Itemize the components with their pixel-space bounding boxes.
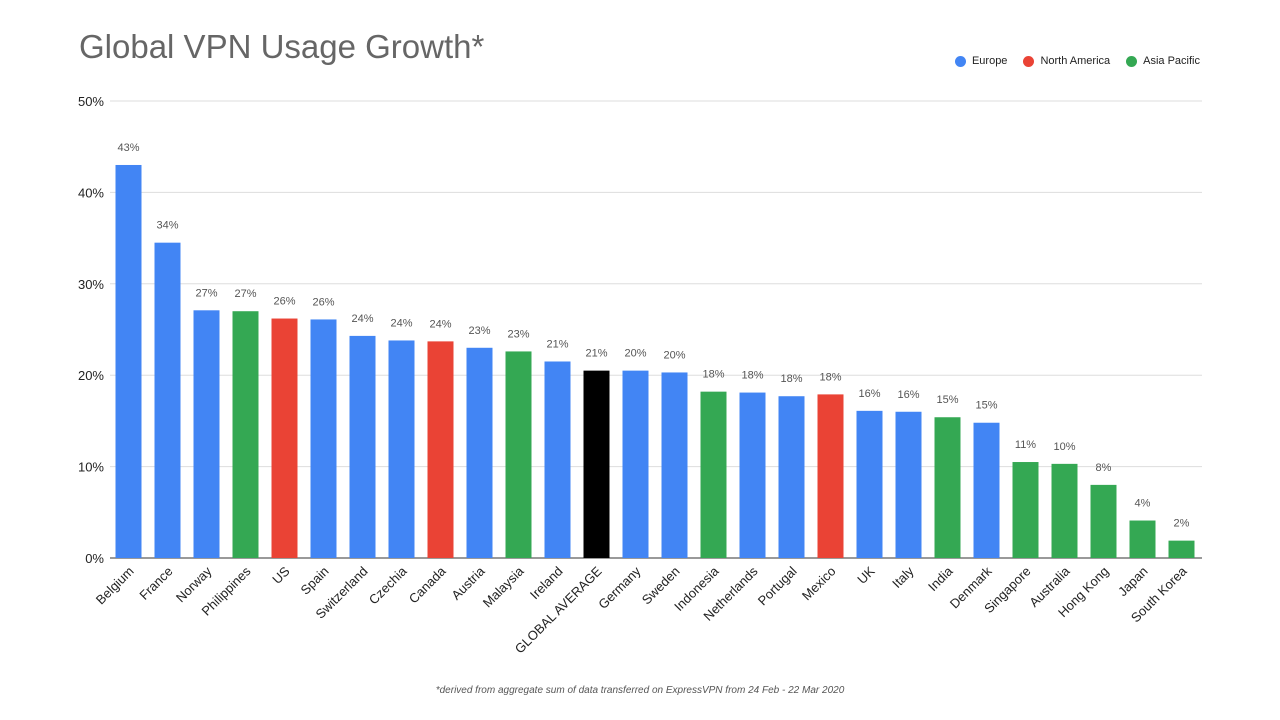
bar	[466, 347, 493, 558]
y-tick-label: 40%	[78, 185, 104, 200]
data-label: 24%	[390, 317, 412, 329]
data-label: 23%	[507, 328, 529, 340]
data-label: 26%	[273, 296, 295, 308]
x-tick-label: France	[136, 564, 175, 603]
data-label: 8%	[1096, 462, 1112, 474]
bar	[271, 318, 298, 558]
x-tick-label: US	[269, 563, 293, 587]
data-label: 18%	[819, 371, 841, 383]
bar	[232, 311, 259, 558]
data-label: 27%	[195, 287, 217, 299]
bar	[310, 319, 337, 558]
y-tick-label: 10%	[78, 460, 104, 475]
bar	[1051, 463, 1078, 558]
bar	[739, 392, 766, 558]
bar	[700, 391, 727, 558]
x-tick-label: Belgium	[93, 564, 137, 608]
x-tick-label: Spain	[298, 564, 332, 598]
bar	[349, 335, 376, 558]
data-label: 20%	[624, 348, 646, 360]
data-label: 21%	[546, 338, 568, 350]
legend-item-europe: Europe	[954, 55, 1008, 67]
bar	[1012, 462, 1039, 558]
data-label: 18%	[741, 370, 763, 382]
data-label: 27%	[234, 288, 256, 300]
data-label: 15%	[975, 400, 997, 412]
data-label: 4%	[1135, 498, 1151, 510]
bar	[427, 341, 454, 558]
bar	[583, 370, 610, 558]
legend-item-asia-pacific: Asia Pacific	[1126, 55, 1200, 67]
bar	[1129, 520, 1156, 558]
data-label: 16%	[858, 388, 880, 400]
data-label: 43%	[117, 142, 139, 154]
data-label: 34%	[156, 220, 178, 232]
legend-label: Europe	[971, 55, 1008, 67]
legend-item-north-america: North America	[1023, 55, 1110, 67]
bar	[154, 242, 181, 559]
footnote: *derived from aggregate sum of data tran…	[435, 685, 845, 696]
x-tick-label: Czechia	[366, 563, 410, 607]
legend: Europe North America Asia Pacific	[954, 55, 1200, 67]
legend-marker	[1023, 55, 1035, 67]
data-label: 10%	[1053, 441, 1075, 453]
bar	[856, 410, 883, 558]
bar	[973, 422, 1000, 558]
y-tick-label: 20%	[78, 368, 104, 383]
data-label: 11%	[1015, 439, 1036, 451]
bar	[934, 417, 961, 558]
bar	[544, 361, 571, 558]
data-label: 24%	[429, 318, 451, 330]
x-tick-label: UK	[854, 563, 878, 587]
x-tick-label: Portugal	[755, 563, 800, 608]
x-tick-label: Germany	[595, 563, 644, 612]
y-tick-label: 0%	[85, 551, 104, 566]
x-tick-label: Canada	[406, 563, 449, 606]
y-tick-label: 50%	[78, 94, 104, 109]
legend-label: Asia Pacific	[1143, 55, 1200, 67]
bar	[895, 411, 922, 558]
bar	[778, 396, 805, 558]
data-label: 26%	[312, 296, 334, 308]
bar	[115, 164, 142, 559]
data-label: 24%	[351, 313, 373, 325]
bar	[817, 394, 844, 558]
x-tick-label: Italy	[889, 563, 917, 591]
y-tick-label: 30%	[78, 277, 104, 292]
bar	[1168, 540, 1195, 558]
data-label: 16%	[897, 389, 919, 401]
bar	[1090, 484, 1117, 558]
bar	[661, 372, 688, 558]
x-tick-label: Japan	[1115, 564, 1151, 600]
legend-label: North America	[1040, 55, 1111, 67]
legend-marker	[954, 55, 966, 67]
x-tick-label: Mexico	[799, 564, 839, 604]
data-label: 15%	[936, 394, 958, 406]
data-label: 20%	[663, 349, 685, 361]
x-tick-label: India	[925, 563, 956, 594]
bar	[388, 340, 415, 558]
bar	[505, 351, 532, 558]
chart-title: Global VPN Usage Growth*	[79, 28, 485, 65]
legend-marker	[1126, 55, 1138, 67]
data-label: 21%	[585, 348, 607, 360]
data-label: 18%	[780, 373, 802, 385]
bar	[622, 370, 649, 558]
data-label: 18%	[702, 369, 724, 381]
bar	[193, 310, 220, 558]
data-label: 23%	[468, 325, 490, 337]
data-label: 2%	[1174, 518, 1190, 530]
x-tick-label: Malaysia	[480, 563, 527, 610]
